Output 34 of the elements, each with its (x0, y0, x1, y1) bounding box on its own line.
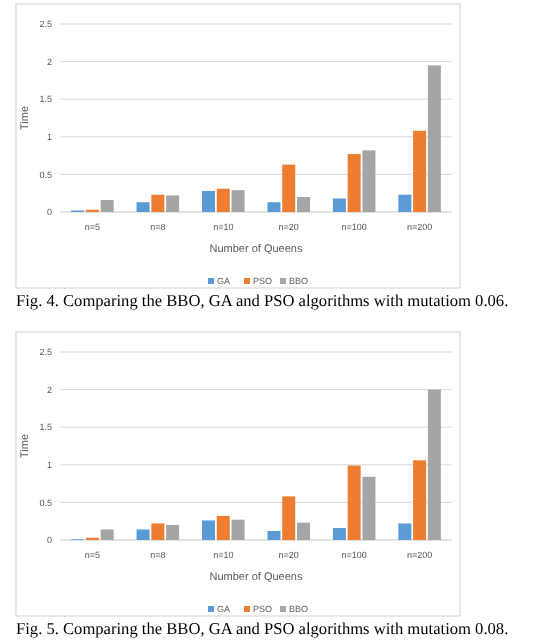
bar (151, 194, 165, 212)
caption: Fig. 4. Comparing the BBO, GA and PSO algorithms with mutatiom 0.06. (16, 292, 509, 310)
bar (166, 195, 180, 212)
bar (100, 529, 114, 540)
bar (413, 460, 427, 540)
bar (216, 515, 230, 540)
caption: Fig. 5. Comparing the BBO, GA and PSO algorithms with mutatiom 0.08. (16, 620, 509, 638)
bar (296, 522, 310, 540)
bar (347, 465, 361, 540)
bar (427, 389, 441, 540)
bar (136, 529, 150, 540)
bar (398, 523, 412, 540)
bar (282, 164, 296, 212)
bar (231, 519, 245, 540)
bar (282, 496, 296, 540)
bar (136, 202, 150, 212)
bar (332, 527, 346, 540)
bar (296, 196, 310, 212)
bar (362, 476, 376, 540)
bar (166, 524, 180, 540)
bar (231, 190, 245, 212)
bar (100, 199, 114, 212)
bar (267, 202, 281, 212)
bar (413, 130, 427, 212)
bar (347, 154, 361, 212)
bar (427, 65, 441, 212)
bar (332, 198, 346, 212)
bar (202, 520, 216, 540)
bar (267, 530, 281, 540)
bar (151, 523, 165, 540)
bar (362, 150, 376, 212)
bar (216, 188, 230, 212)
bar (398, 194, 412, 212)
bar (202, 190, 216, 212)
